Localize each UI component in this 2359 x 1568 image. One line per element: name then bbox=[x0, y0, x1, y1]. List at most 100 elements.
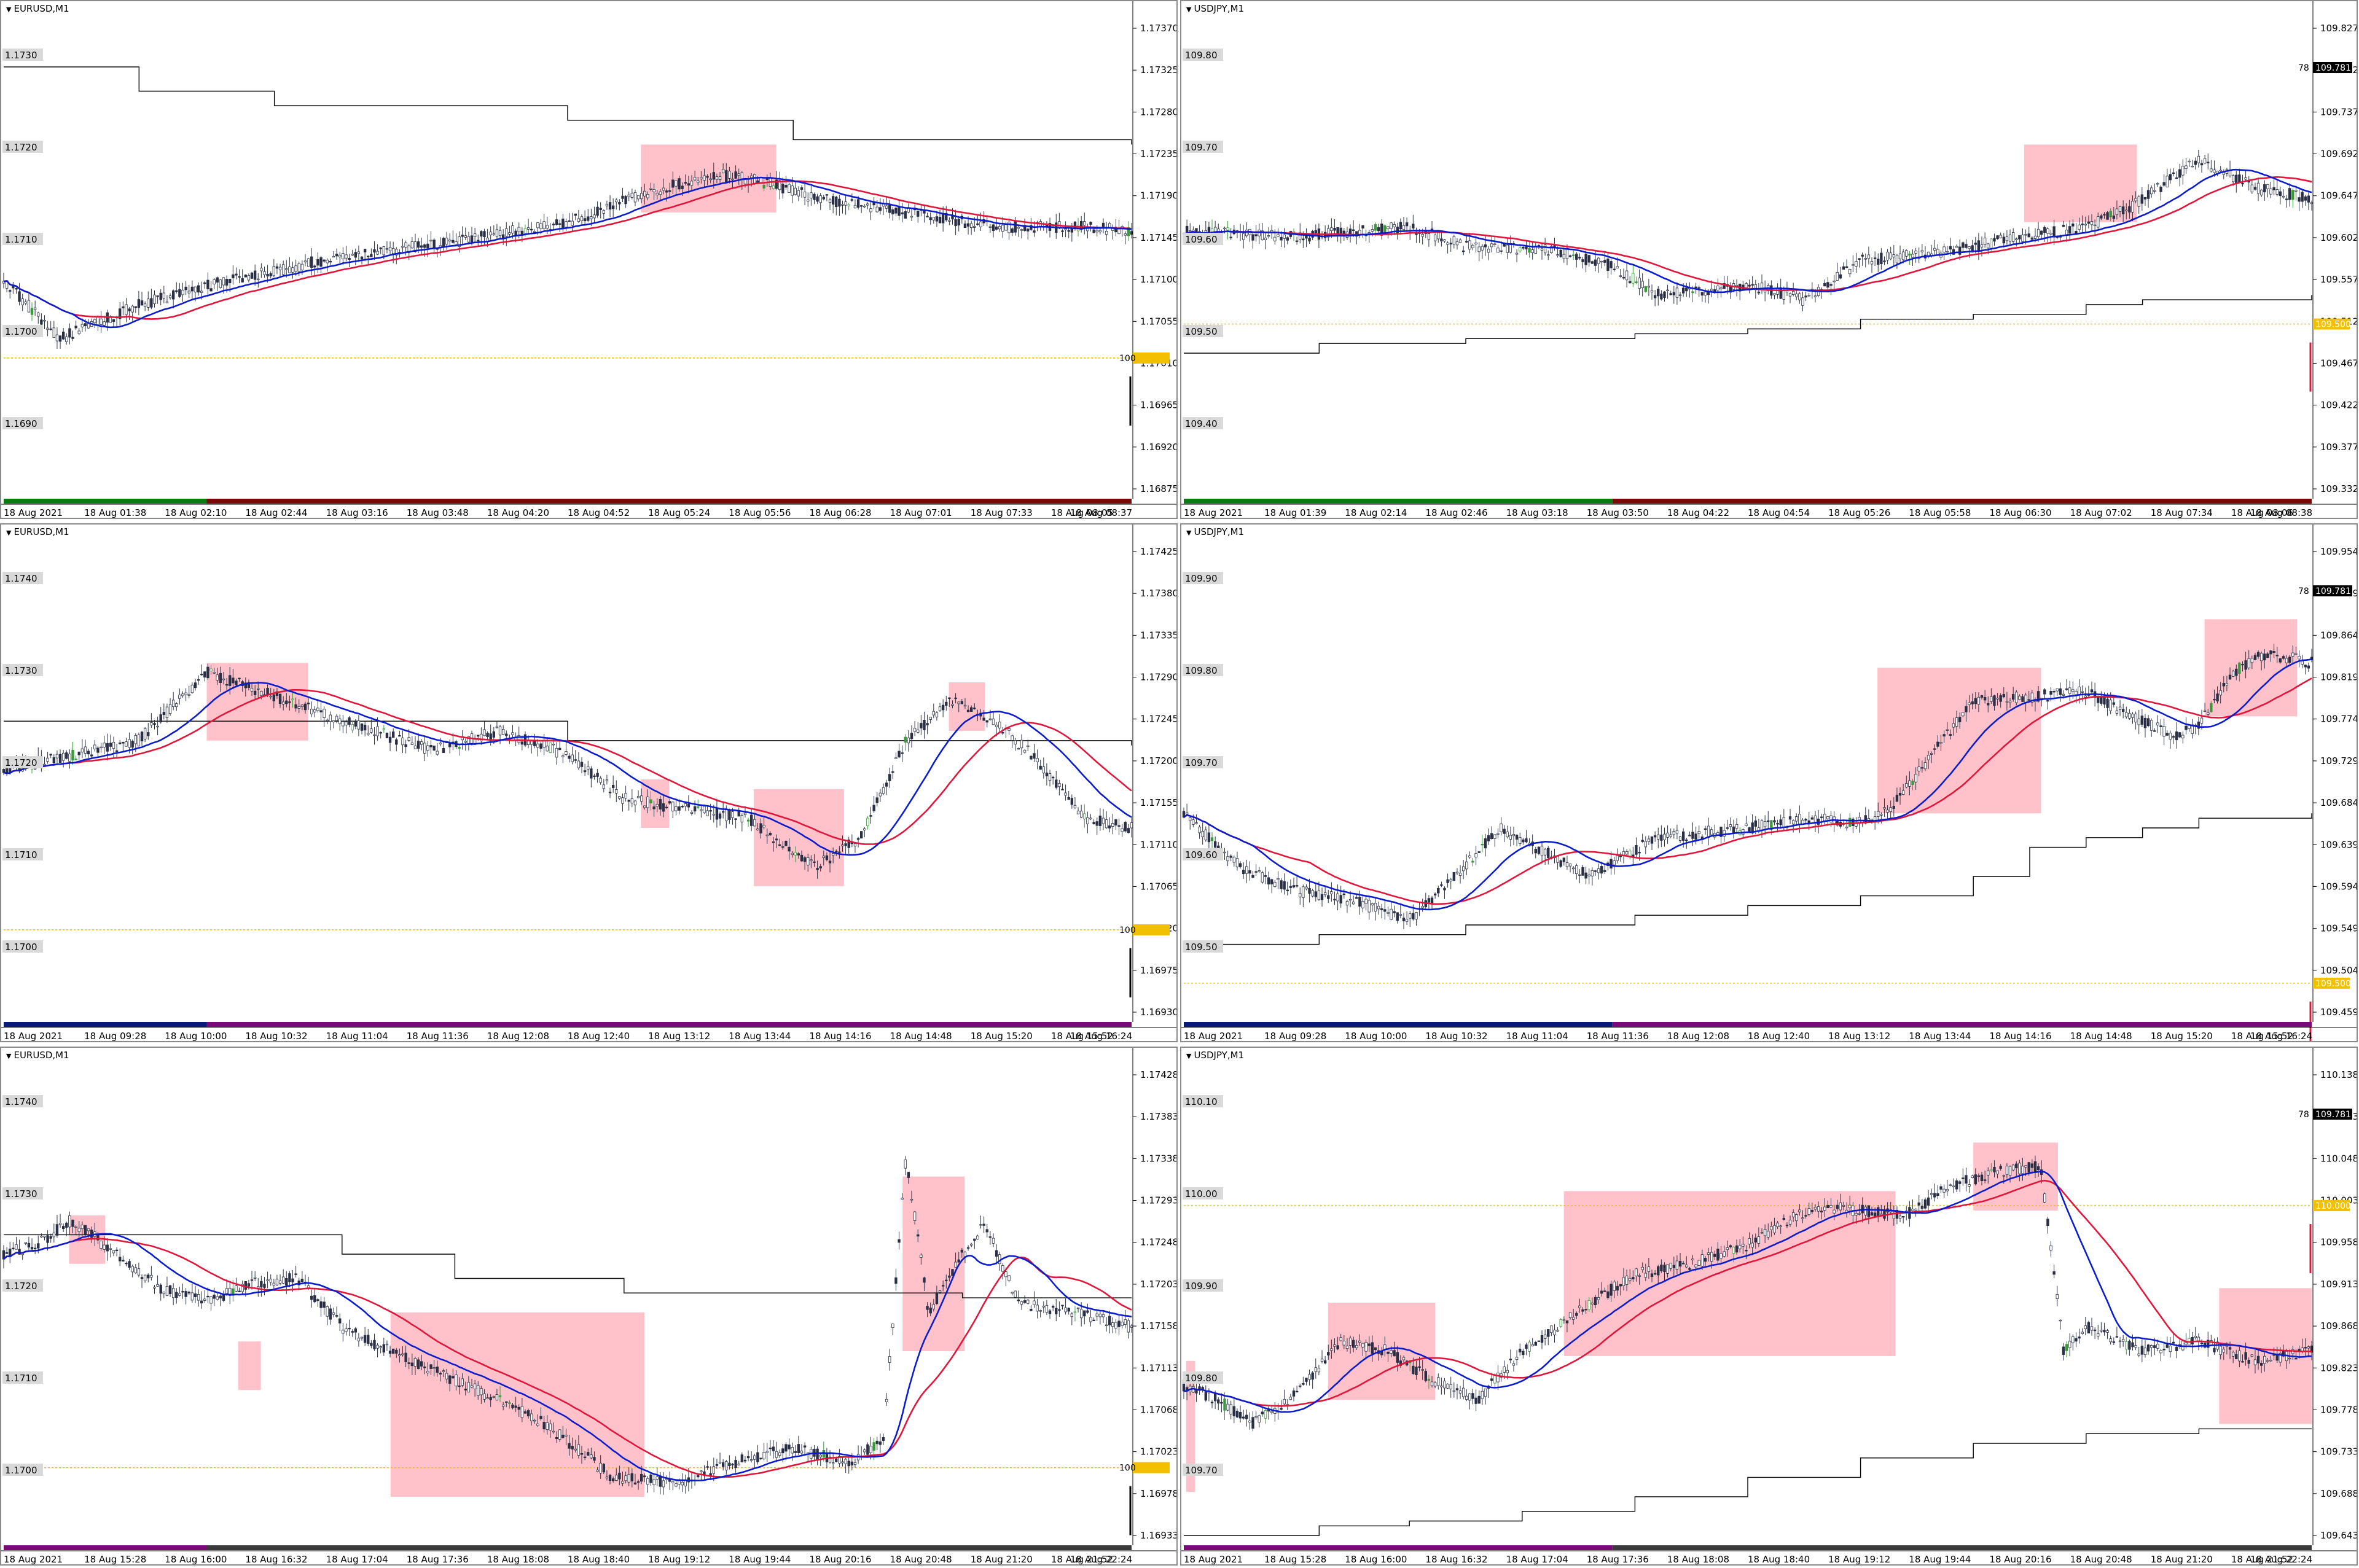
price-tick-label: 109.819 bbox=[2320, 672, 2358, 683]
candle-body bbox=[1333, 228, 1336, 231]
chart-canvas[interactable]: 109.827109.782109.737109.692109.647109.6… bbox=[1181, 1, 2358, 519]
time-label: 18 Aug 18:40 bbox=[568, 1554, 630, 1565]
chart-panel-p4[interactable]: 109.954109.909109.864109.819109.774109.7… bbox=[1180, 523, 2358, 1042]
candle-body bbox=[2282, 656, 2285, 659]
chart-canvas[interactable]: 1.174251.173801.173351.172901.172451.172… bbox=[1, 525, 1178, 1042]
candle-body bbox=[1678, 1261, 1682, 1267]
candle-body bbox=[1939, 742, 1942, 744]
level-label: 110.00 bbox=[1185, 1188, 1218, 1199]
candle-body bbox=[963, 223, 967, 228]
candle-body bbox=[49, 1236, 52, 1239]
highlight-zone bbox=[390, 1312, 644, 1497]
candle-body bbox=[920, 723, 923, 728]
chart-panel-p2[interactable]: 109.827109.782109.737109.692109.647109.6… bbox=[1180, 0, 2358, 519]
candle-body bbox=[232, 274, 235, 279]
candle-body bbox=[1515, 835, 1519, 840]
candle-body bbox=[1229, 1404, 1232, 1414]
candle-body bbox=[319, 257, 323, 267]
candle-body bbox=[621, 1481, 624, 1484]
chart-panel-p3[interactable]: 1.17425 1.17380 1.17335 1.17290 1.17245 1.172… bbox=[0, 523, 1178, 1042]
candle-body bbox=[329, 1308, 332, 1320]
chart-panel-p5[interactable]: 1.17428 1.17383 1.17338 1.17293 1.17248 1.172… bbox=[0, 1047, 1178, 1566]
candle-body bbox=[1105, 230, 1108, 235]
candle-body bbox=[888, 205, 891, 213]
candle-body bbox=[323, 709, 326, 718]
candle-body bbox=[354, 722, 357, 727]
candle-body bbox=[1117, 1320, 1121, 1327]
candle-body bbox=[869, 1446, 872, 1453]
candle-body bbox=[1987, 703, 1990, 706]
collapse-triangle-icon[interactable]: ▼ bbox=[6, 1052, 12, 1060]
candle-body bbox=[2036, 1166, 2040, 1171]
candle-body bbox=[131, 741, 134, 748]
candle-body bbox=[976, 1235, 979, 1239]
candle-body bbox=[219, 673, 222, 683]
price-tag-gold bbox=[1133, 1462, 1170, 1473]
candle-body bbox=[1619, 1284, 1622, 1287]
time-label: 18 Aug 04:54 bbox=[1748, 507, 1810, 518]
candle-body bbox=[2188, 160, 2191, 163]
collapse-triangle-icon[interactable]: ▼ bbox=[1186, 6, 1192, 14]
candle-body bbox=[1089, 1317, 1092, 1322]
candle-body bbox=[1412, 224, 1415, 228]
level-label: 109.70 bbox=[1185, 1465, 1218, 1476]
candle-body bbox=[542, 741, 546, 748]
candle-body bbox=[1506, 832, 1509, 838]
candle-body bbox=[1946, 729, 1949, 731]
candle-body bbox=[655, 193, 659, 195]
candle-body bbox=[1433, 1382, 1437, 1387]
candle-body bbox=[1983, 238, 1987, 245]
candle-body bbox=[464, 741, 467, 743]
candle-body bbox=[1242, 870, 1245, 875]
chart-canvas[interactable]: 1.173701.173251.172801.172351.171901.171… bbox=[1, 1, 1178, 519]
price-tick-label: 1.17293 bbox=[1140, 1195, 1178, 1206]
candle-body bbox=[303, 260, 307, 263]
chart-panel-p1[interactable]: 1.17370 1.17325 1.17280 1.17235 1.17190 1.171… bbox=[0, 0, 1178, 519]
collapse-triangle-icon[interactable]: ▼ bbox=[1186, 529, 1192, 537]
candle-body bbox=[1644, 841, 1647, 848]
candle-body bbox=[2259, 1363, 2263, 1366]
candle-body bbox=[209, 1296, 213, 1304]
candle-body bbox=[891, 771, 894, 773]
candle-body bbox=[1283, 1398, 1286, 1405]
collapse-triangle-icon[interactable]: ▼ bbox=[6, 6, 12, 14]
candle-body bbox=[2225, 683, 2229, 686]
candle-body bbox=[1487, 835, 1490, 841]
chart-canvas[interactable]: 110.138110.093110.048110.003109.958109.9… bbox=[1181, 1048, 2358, 1566]
candle-body bbox=[1251, 1417, 1254, 1429]
candle-body bbox=[675, 806, 678, 811]
candle-body bbox=[171, 700, 175, 707]
candle-body bbox=[539, 743, 542, 749]
chart-canvas[interactable]: 109.954109.909109.864109.819109.774109.7… bbox=[1181, 525, 2358, 1042]
candle-body bbox=[1833, 1209, 1836, 1214]
collapse-triangle-icon[interactable]: ▼ bbox=[6, 529, 12, 537]
candle-body bbox=[784, 841, 788, 846]
candle-body bbox=[668, 190, 671, 192]
candle-body bbox=[1396, 227, 1399, 233]
candle-body bbox=[100, 1241, 103, 1249]
candle-body bbox=[376, 1344, 379, 1349]
candle-body bbox=[913, 728, 917, 732]
candle-body bbox=[2238, 1350, 2241, 1362]
chart-canvas[interactable]: 1.174281.173831.173381.172931.172481.172… bbox=[1, 1048, 1178, 1566]
candle-body bbox=[1402, 918, 1406, 921]
candle-body bbox=[788, 846, 791, 852]
chart-panel-p6[interactable]: 110.138110.093110.048110.003109.958109.9… bbox=[1180, 1047, 2358, 1566]
candle-body bbox=[1280, 880, 1283, 889]
price-tick-label: 1.17380 bbox=[1140, 588, 1178, 599]
candle-body bbox=[87, 751, 90, 755]
candle-body bbox=[159, 292, 162, 300]
price-tag-value: 110.000 bbox=[2315, 1201, 2351, 1211]
candle-body bbox=[46, 757, 49, 762]
candle-body bbox=[1117, 825, 1121, 827]
candle-body bbox=[652, 806, 655, 809]
price-tick-label: 1.17190 bbox=[1140, 190, 1178, 201]
candle-body bbox=[1622, 277, 1625, 279]
collapse-triangle-icon[interactable]: ▼ bbox=[1186, 1052, 1192, 1060]
candle-body bbox=[1726, 1247, 1729, 1250]
candle-body bbox=[1305, 886, 1308, 889]
candle-body bbox=[1124, 233, 1127, 236]
candle-body bbox=[2304, 1347, 2307, 1349]
candle-body bbox=[1726, 827, 1729, 829]
candle-body bbox=[1418, 1366, 1421, 1368]
